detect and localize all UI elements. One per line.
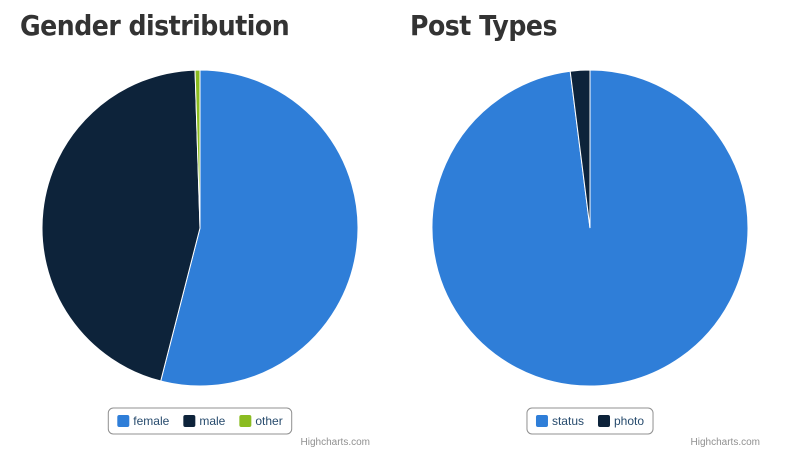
legend-symbol [117,415,130,427]
legend-item[interactable]: photo [597,414,644,428]
chart-title: Post Types [410,9,557,42]
legend-label: female [133,414,169,428]
legend-symbol [597,415,610,427]
legend-item[interactable]: status [535,414,584,428]
pie-slice [160,69,359,387]
legend-label: male [199,414,225,428]
pie-slice [569,69,591,229]
legend-symbol [239,415,252,427]
legend-items: status photo [535,414,644,428]
legend: status photo [526,407,654,435]
legend-symbol [183,415,196,427]
credits: Highcharts.com [301,437,370,448]
chart-title: Gender distribution [20,9,289,42]
legend-symbol [535,415,548,427]
legend-box [107,407,293,435]
legend-item[interactable]: male [183,414,226,428]
legend-item[interactable]: other [239,414,283,428]
legend-label: status [552,414,584,428]
pie-slice [194,69,201,229]
pie-slice [41,69,201,382]
legend-items: female male other [117,414,283,428]
legend-label: other [255,414,282,428]
legend-label: photo [614,414,644,428]
legend: female male other [107,407,293,435]
credits: Highcharts.com [691,437,760,448]
legend-item[interactable]: female [117,414,170,428]
legend-box [526,407,654,435]
